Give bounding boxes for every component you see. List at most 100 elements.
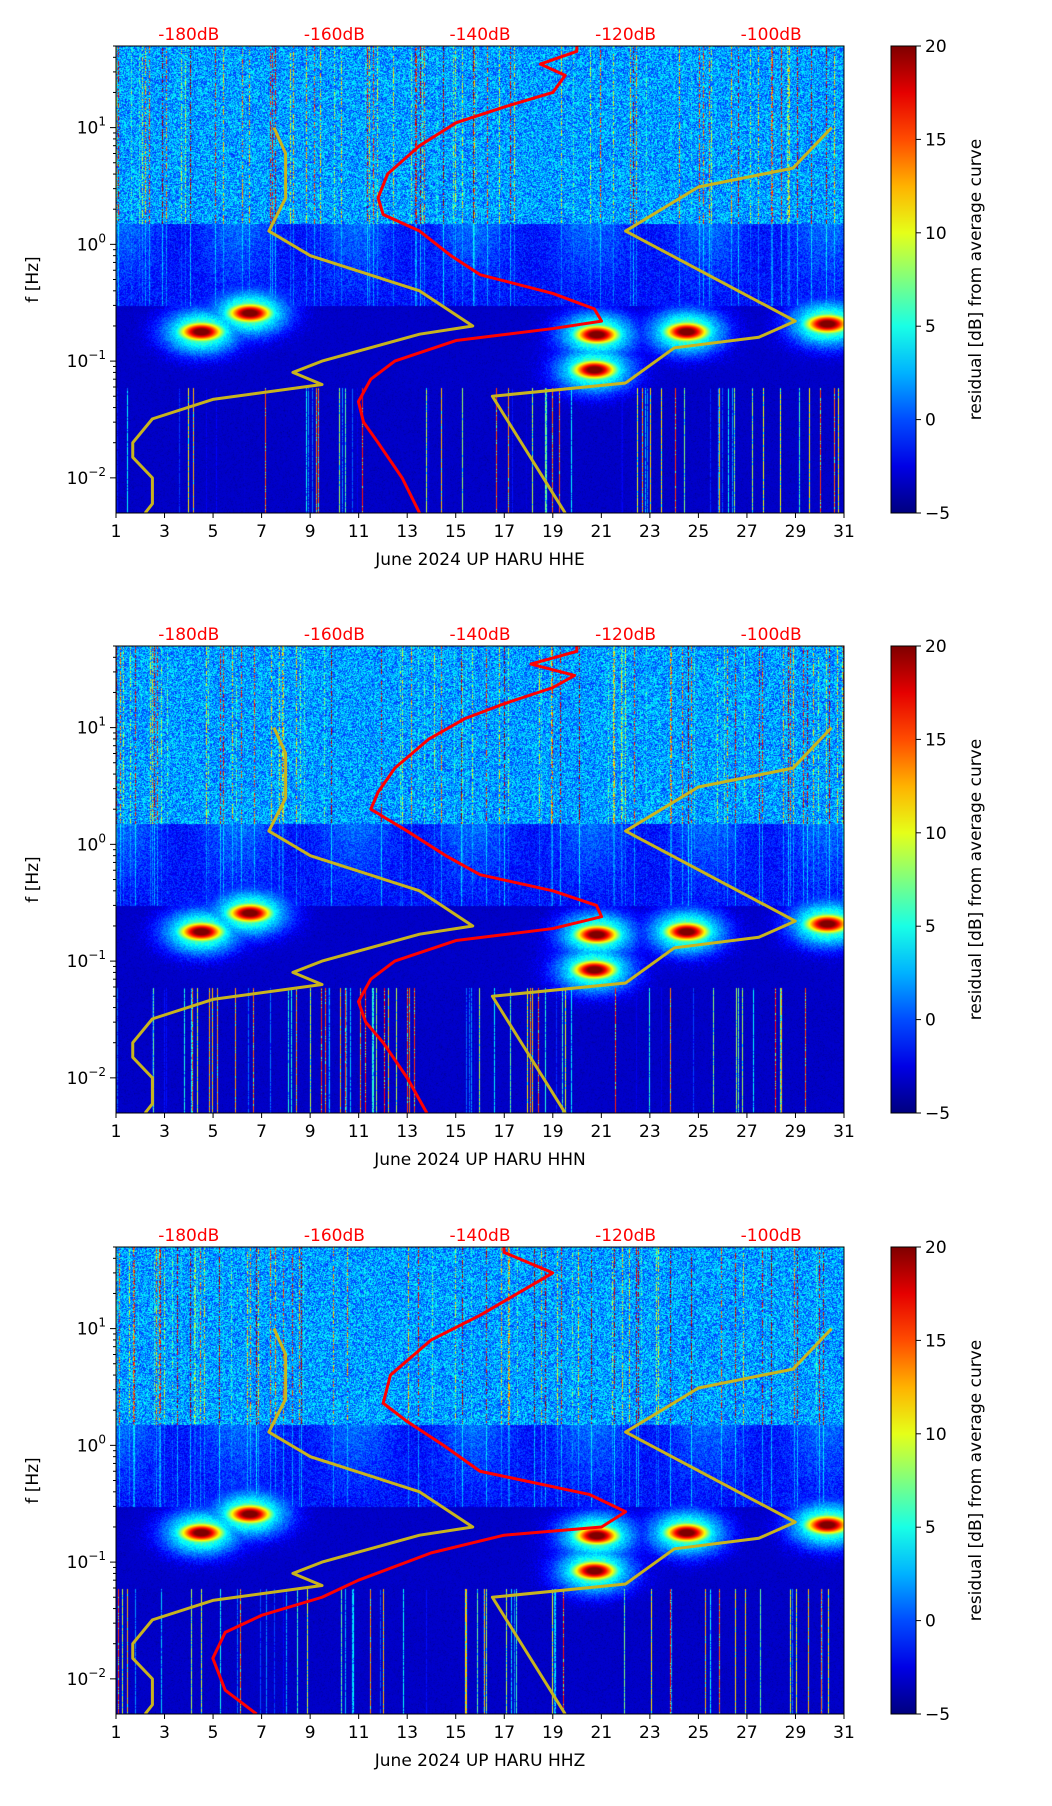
y-tick-exponent: 1	[98, 715, 106, 729]
x-tick-label: 23	[639, 1122, 661, 1142]
spectrogram-panel-hhn: 1 3 5 7 9 11 13 15 17 19 21 23 25 27 29 31 June 2024 UP …	[0, 600, 1052, 1200]
x-tick-label: 9	[305, 522, 316, 542]
x-tick-label: 15	[445, 1122, 467, 1142]
colorbar-label: residual [dB] from average curve	[966, 139, 986, 420]
nlnm-curve	[131, 1327, 475, 1714]
x-tick-label: 25	[688, 522, 710, 542]
top-db-label: -120dB	[595, 1226, 656, 1246]
x-tick-label: 7	[256, 522, 267, 542]
y-tick-exponent: 1	[98, 115, 106, 129]
x-tick-label: 15	[445, 522, 467, 542]
x-tick-label: 31	[833, 522, 855, 542]
x-tick-label: 17	[493, 1723, 515, 1743]
x-tick-label: 31	[833, 1723, 855, 1743]
x-axis-label: June 2024 UP HARU HHZ	[374, 1751, 585, 1771]
x-tick-label: 27	[736, 522, 758, 542]
colorbar-tick-label: 15	[925, 130, 947, 150]
x-tick-label: 5	[208, 522, 219, 542]
top-db-label: -100dB	[741, 1226, 802, 1246]
y-tick-exponent: 1	[98, 1316, 106, 1330]
x-tick-label: 19	[542, 1723, 564, 1743]
y-tick-exponent: 0	[98, 831, 106, 845]
x-tick-label: 31	[833, 1122, 855, 1142]
y-tick-exponent: −2	[88, 1065, 106, 1079]
x-tick-label: 23	[639, 1723, 661, 1743]
colorbar-tick-label: 20	[925, 1238, 947, 1258]
y-tick-exponent: −2	[88, 1666, 106, 1680]
colorbar	[890, 1246, 917, 1715]
nhnm-curve	[490, 126, 833, 513]
x-tick-label: 27	[736, 1723, 758, 1743]
colorbar-tick-label: 20	[925, 37, 947, 57]
x-tick-label: 27	[736, 1122, 758, 1142]
x-tick-label: 7	[256, 1723, 267, 1743]
y-tick-base: 10	[67, 952, 89, 972]
x-tick-label: 13	[396, 1122, 418, 1142]
spectrogram-image	[116, 46, 844, 513]
x-tick-label: 29	[785, 522, 807, 542]
x-tick-label: 21	[591, 1122, 613, 1142]
x-axis-label: June 2024 UP HARU HHE	[374, 550, 585, 570]
y-tick-label: 10−1	[67, 1549, 106, 1573]
curves	[131, 46, 833, 513]
nhnm-curve	[490, 1327, 833, 1714]
colorbar-label: residual [dB] from average curve	[966, 739, 986, 1020]
top-db-label: -180dB	[158, 625, 219, 645]
top-db-label: -180dB	[158, 1226, 219, 1246]
x-tick-label: 3	[159, 1723, 170, 1743]
x-tick-label: 9	[305, 1723, 316, 1743]
y-tick-base: 10	[67, 1553, 89, 1573]
colorbar-tick-label: 5	[925, 317, 936, 337]
y-tick-base: 10	[67, 352, 89, 372]
colorbar-tick-label: 5	[925, 917, 936, 937]
x-axis-label: June 2024 UP HARU HHN	[373, 1150, 586, 1170]
x-tick-label: 11	[348, 1122, 370, 1142]
y-tick-exponent: −2	[88, 465, 106, 479]
y-tick-base: 10	[67, 469, 89, 489]
x-tick-label: 25	[688, 1122, 710, 1142]
mean-psd-curve	[356, 646, 604, 1113]
x-tick-label: 17	[493, 522, 515, 542]
x-tick-label: 23	[639, 522, 661, 542]
y-tick-label: 100	[77, 1432, 106, 1456]
x-tick-label: 7	[256, 1122, 267, 1142]
y-tick-exponent: −1	[88, 948, 106, 962]
colorbar-tick-label: 0	[925, 411, 936, 431]
top-db-label: -160dB	[304, 1226, 365, 1246]
x-tick-label: 19	[542, 1122, 564, 1142]
y-tick-exponent: 0	[98, 1432, 106, 1446]
x-tick-label: 5	[208, 1723, 219, 1743]
x-tick-label: 13	[396, 1723, 418, 1743]
x-tick-label: 19	[542, 522, 564, 542]
colorbar-tick-label: −5	[925, 504, 950, 524]
x-tick-label: 3	[159, 522, 170, 542]
y-tick-label: 10−1	[67, 948, 106, 972]
top-db-label: -120dB	[595, 625, 656, 645]
spectrogram-image	[116, 1247, 844, 1714]
colorbar-tick-label: 15	[925, 730, 947, 750]
colorbar	[890, 45, 917, 514]
colorbar-tick-label: 20	[925, 637, 947, 657]
y-tick-base: 10	[77, 1320, 99, 1340]
y-tick-label: 10−2	[67, 1065, 106, 1089]
x-tick-label: 3	[159, 1122, 170, 1142]
mean-psd-curve	[211, 1247, 628, 1714]
x-tick-label: 29	[785, 1122, 807, 1142]
nhnm-curve	[490, 726, 833, 1113]
colorbar-tick-label: 15	[925, 1331, 947, 1351]
top-db-label: -100dB	[741, 25, 802, 45]
y-tick-label: 101	[77, 715, 106, 739]
x-tick-label: 11	[348, 522, 370, 542]
y-tick-base: 10	[77, 235, 99, 255]
x-tick-label: 25	[688, 1723, 710, 1743]
spectrogram-panel-hhe: 1 3 5 7 9 11 13 15 17 19 21 23 25 27 29 31 June 2024 UP …	[0, 0, 1052, 600]
y-axis-label: f [Hz]	[23, 1457, 43, 1503]
x-tick-label: 21	[591, 522, 613, 542]
colorbar-tick-label: 0	[925, 1612, 936, 1632]
colorbar-tick-label: 10	[925, 1425, 947, 1445]
curves	[131, 646, 833, 1113]
curves	[131, 1247, 833, 1714]
colorbar-tick-label: 0	[925, 1011, 936, 1031]
